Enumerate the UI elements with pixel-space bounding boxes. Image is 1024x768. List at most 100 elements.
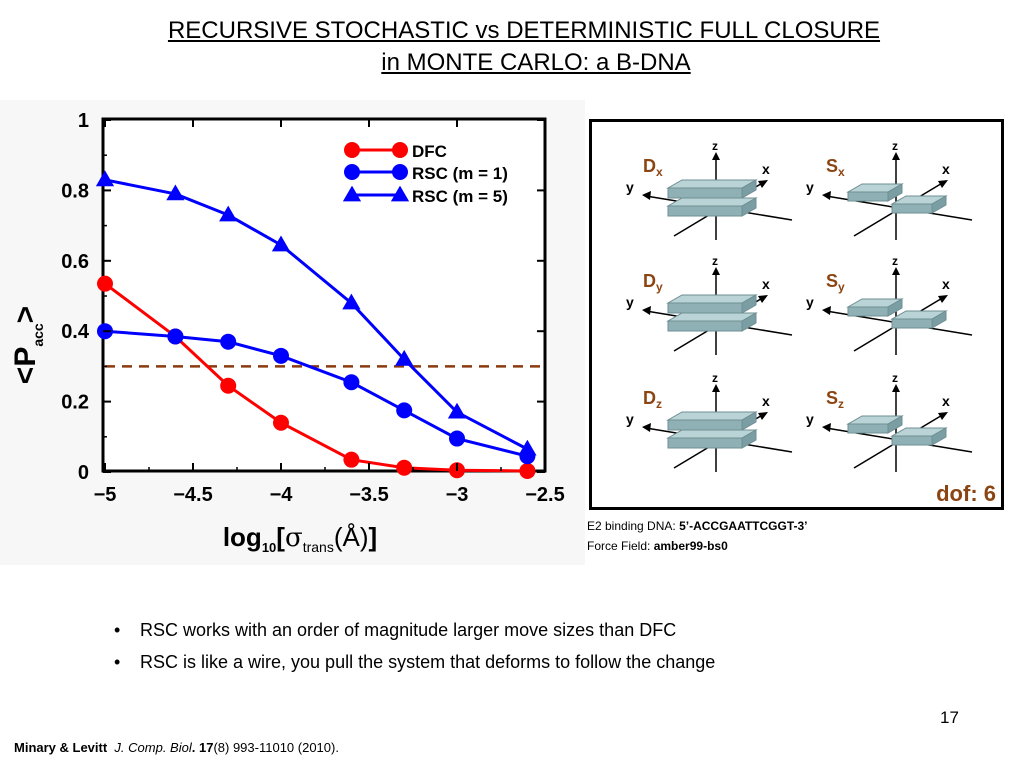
bullet-list: RSC works with an order of magnitude lar… [112, 614, 715, 678]
data-point [449, 430, 465, 447]
legend-item: RSC (m = 5) [342, 185, 508, 206]
data-point-triangle [342, 185, 362, 202]
data-point-triangle [166, 184, 185, 201]
x-axis-label: x [942, 276, 950, 292]
slab-side [741, 197, 757, 217]
series-line [104, 329, 528, 458]
slab-front [847, 191, 889, 202]
citation-volume: 17 [198, 740, 214, 755]
schematic-s-z: z x y Sz [806, 371, 973, 472]
x-tick-label: −3.5 [349, 484, 388, 506]
x-axis-label: x [762, 393, 770, 409]
slab-front [667, 320, 743, 332]
slab-front [847, 306, 889, 317]
y-axis-label: y [626, 294, 634, 310]
slab-side [741, 411, 757, 431]
data-point [273, 347, 289, 364]
x-tick-label: −2.5 [525, 484, 564, 506]
y-arrow-icon [642, 191, 651, 200]
data-point [220, 377, 237, 394]
y-arrow-icon [642, 423, 651, 432]
y-tick-label: 0 [78, 462, 89, 484]
y-axis-label: y [806, 179, 814, 195]
citation-details: (8) 993-11010 (2010). [213, 740, 339, 755]
x-axis-label: x [942, 161, 950, 177]
slab-side [741, 179, 757, 199]
z-arrow-icon [712, 384, 720, 392]
slab-top [666, 294, 758, 304]
legend-item: DFC [344, 142, 447, 161]
slab-front [891, 203, 933, 214]
data-point-triangle [395, 349, 414, 366]
y-axis-label: y [626, 411, 634, 427]
force-field-label: Force Field: [587, 539, 651, 553]
data-point-triangle [271, 235, 291, 252]
force-field-value: amber99-bs0 [653, 539, 728, 553]
series-line [104, 178, 529, 451]
data-point [392, 164, 408, 180]
plot-area [101, 117, 547, 473]
binding-sequence: 5’-ACCGAATTCGGT-3’ [679, 519, 808, 533]
slab-side [931, 195, 947, 214]
binding-dna-info: E2 binding DNA: 5’-ACCGAATTCGGT-3’ [587, 518, 808, 534]
schematic-d-y: z x y Dy [626, 254, 793, 355]
data-point-triangle [342, 293, 361, 310]
z-axis-label: z [712, 254, 718, 268]
data-point [343, 374, 360, 391]
data-point [167, 328, 184, 345]
slab-top [666, 197, 758, 207]
slab-side [887, 415, 903, 434]
schematic-s-x: z x y Sx [806, 139, 973, 240]
data-point [344, 164, 360, 180]
slab-side [741, 294, 757, 314]
citation-journal: J. Comp. Biol [114, 740, 192, 755]
legend-item: RSC (m = 1) [344, 164, 508, 183]
slab-side [741, 429, 757, 449]
slab-front [667, 302, 743, 314]
slab-side [887, 298, 903, 317]
move-label-d: Dy [643, 271, 663, 294]
slab-side [887, 183, 903, 202]
legend-label: DFC [412, 142, 447, 161]
move-schematic-panel: z x y Dx z x y Sx z x y Dy z x y Sy z x y Dz z x y Sz dof: 6 [589, 119, 1004, 510]
dof-label: dof: 6 [936, 481, 996, 506]
x-tick-label: −5 [94, 484, 117, 506]
slab-top [666, 312, 758, 322]
slab-front [667, 419, 743, 431]
y-tick-label: 0.6 [61, 251, 89, 273]
schematic-s-y: z x y Sy [806, 254, 973, 355]
x-arrow-icon [938, 412, 948, 420]
citation-authors: Minary & Levitt [14, 740, 108, 755]
slab-front [847, 423, 889, 434]
z-axis-label: z [712, 139, 718, 153]
move-label-d: Dx [643, 156, 663, 179]
data-point [396, 459, 413, 476]
z-arrow-icon [892, 152, 900, 160]
data-point [344, 142, 360, 158]
force-field-info: Force Field: amber99-bs0 [587, 538, 728, 554]
series-rsc-m-1 [97, 323, 536, 465]
data-point [343, 451, 360, 468]
move-label-d: Dz [643, 388, 662, 411]
slab-top [666, 411, 758, 421]
slab-front [667, 187, 743, 199]
citation-period: . [191, 740, 196, 755]
move-label-s: Sx [826, 156, 845, 179]
x-axis-label: x [762, 276, 770, 292]
z-axis-label: z [712, 371, 718, 385]
z-axis-label: z [892, 371, 898, 385]
acceptance-chart: −5 −4.5 −4 −3.5 −3 −2.5 0 0.2 0.4 0.6 0.8 1 DFC RSC … [0, 100, 585, 565]
y-tick-label: 0.8 [61, 180, 89, 202]
move-label-s: Sz [826, 388, 844, 411]
data-point [396, 402, 413, 419]
slab-side [931, 310, 947, 329]
legend-label: RSC (m = 1) [412, 164, 508, 183]
schematic-d-z: z x y Dz [626, 371, 793, 472]
binding-label: E2 binding DNA: [587, 519, 676, 533]
data-point-triangle [219, 205, 238, 222]
slab-front [891, 435, 933, 446]
x-tick-label: −4 [270, 484, 294, 506]
slab-top [666, 429, 758, 439]
y-tick-label: 0.4 [61, 321, 90, 343]
y-axis-label: y [806, 411, 814, 427]
